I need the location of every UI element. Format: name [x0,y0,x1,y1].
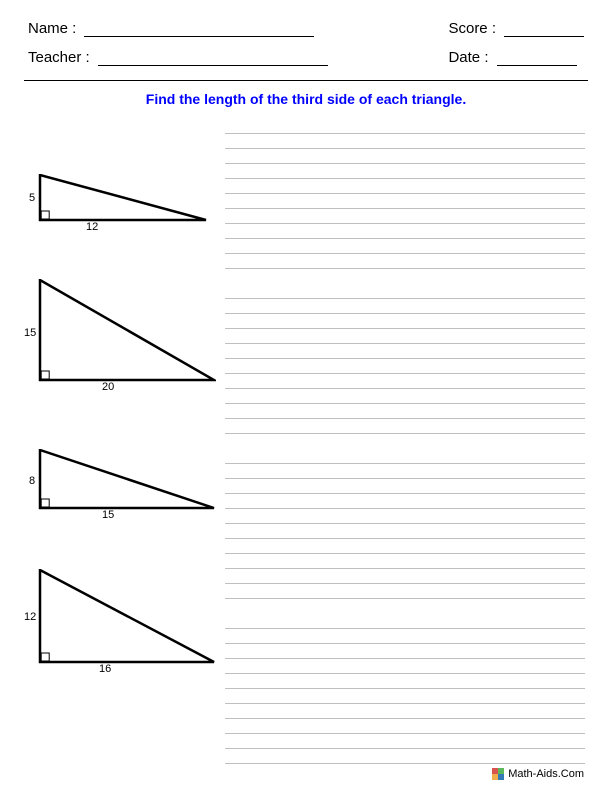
work-line[interactable] [225,659,585,674]
triangle-vertical-label: 12 [24,611,36,623]
work-line[interactable] [225,284,585,299]
triangle-problem: 8 15 [24,449,220,527]
work-line[interactable] [225,554,585,569]
teacher-label: Teacher : [28,49,90,66]
instruction-text: Find the length of the third side of eac… [0,91,612,107]
work-line[interactable] [225,734,585,749]
work-line[interactable] [225,149,585,164]
date-row: Date : [448,49,584,66]
work-line[interactable] [225,689,585,704]
triangle-horizontal-label: 15 [102,509,114,521]
triangle-problem: 5 12 [24,174,212,239]
teacher-blank[interactable] [98,50,328,66]
footer-logo-icon [492,768,504,780]
triangle-horizontal-label: 12 [86,221,98,233]
worksheet-header: Name : Teacher : Score : Date : [0,0,612,74]
header-divider [24,80,588,81]
date-blank[interactable] [497,50,577,66]
work-line[interactable] [225,719,585,734]
work-line[interactable] [225,644,585,659]
right-triangle-icon [24,569,216,665]
header-left-column: Name : Teacher : [28,20,328,66]
work-line[interactable] [225,164,585,179]
work-line[interactable] [225,119,585,134]
footer-text: Math-Aids.Com [508,768,584,780]
score-blank[interactable] [504,21,584,37]
work-line[interactable] [225,374,585,389]
work-lines-block[interactable] [225,119,585,269]
work-line[interactable] [225,329,585,344]
work-line[interactable] [225,569,585,584]
right-triangle-icon [24,174,208,223]
work-line[interactable] [225,464,585,479]
work-line[interactable] [225,344,585,359]
name-label: Name : [28,20,76,37]
work-line[interactable] [225,194,585,209]
score-row: Score : [448,20,584,37]
work-line[interactable] [225,524,585,539]
work-line[interactable] [225,509,585,524]
right-triangle-icon [24,449,216,511]
work-line[interactable] [225,539,585,554]
right-triangle-icon [24,279,216,383]
work-line[interactable] [225,209,585,224]
date-label: Date : [448,49,488,66]
work-line[interactable] [225,224,585,239]
work-line[interactable] [225,479,585,494]
worksheet-content: 51215208151216 [0,119,612,754]
triangle-vertical-label: 15 [24,327,36,339]
work-line[interactable] [225,389,585,404]
triangle-problem: 1520 [24,279,220,399]
work-line[interactable] [225,404,585,419]
work-line[interactable] [225,614,585,629]
work-lines-block[interactable] [225,614,585,764]
work-line[interactable] [225,674,585,689]
name-blank[interactable] [84,21,314,37]
work-line[interactable] [225,419,585,434]
work-line[interactable] [225,749,585,764]
header-right-column: Score : Date : [448,20,584,66]
work-line[interactable] [225,299,585,314]
work-line[interactable] [225,449,585,464]
score-label: Score : [448,20,496,37]
name-row: Name : [28,20,328,37]
work-line[interactable] [225,359,585,374]
footer: Math-Aids.Com [492,768,584,780]
work-line[interactable] [225,314,585,329]
work-lines-block[interactable] [225,284,585,434]
work-line[interactable] [225,254,585,269]
teacher-row: Teacher : [28,49,328,66]
work-line[interactable] [225,179,585,194]
work-line[interactable] [225,704,585,719]
triangle-horizontal-label: 16 [99,663,111,675]
work-line[interactable] [225,494,585,509]
work-line[interactable] [225,134,585,149]
triangle-horizontal-label: 20 [102,381,114,393]
triangle-vertical-label: 8 [29,475,35,487]
work-lines-block[interactable] [225,449,585,599]
triangle-vertical-label: 5 [29,192,35,204]
work-line[interactable] [225,584,585,599]
work-line[interactable] [225,629,585,644]
work-line[interactable] [225,239,585,254]
triangle-problem: 12 16 [24,569,220,681]
